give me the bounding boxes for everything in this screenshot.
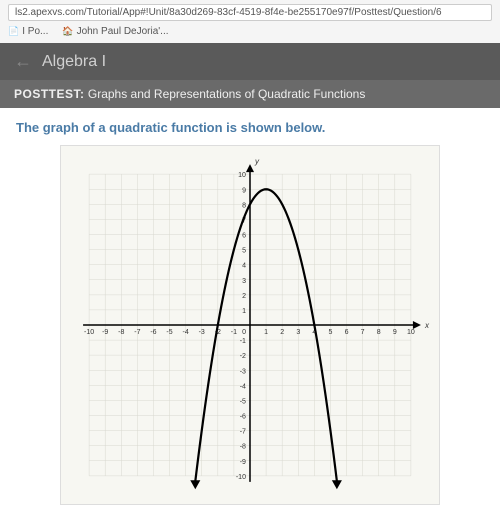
svg-text:-8: -8 <box>118 329 124 336</box>
svg-text:x: x <box>424 321 430 330</box>
svg-text:3: 3 <box>242 278 246 285</box>
svg-text:-9: -9 <box>102 329 108 336</box>
svg-text:3: 3 <box>296 329 300 336</box>
svg-text:9: 9 <box>393 329 397 336</box>
browser-chrome: ls2.apexvs.com/Tutorial/App#!Unit/8a30d2… <box>0 0 500 43</box>
svg-text:-3: -3 <box>199 329 205 336</box>
svg-text:-6: -6 <box>240 414 246 421</box>
svg-text:10: 10 <box>238 172 246 179</box>
bookmark-label: John Paul DeJoria'... <box>77 26 169 37</box>
bookmark-item[interactable]: 📄 I Po... <box>8 26 48 37</box>
svg-text:5: 5 <box>242 248 246 255</box>
back-arrow-icon[interactable]: ← <box>14 51 32 72</box>
posttest-label: POSTTEST: <box>14 87 85 101</box>
question-area: The graph of a quadratic function is sho… <box>0 108 500 517</box>
question-text: The graph of a quadratic function is sho… <box>16 120 484 135</box>
svg-text:6: 6 <box>345 329 349 336</box>
svg-text:10: 10 <box>407 329 415 336</box>
svg-text:4: 4 <box>242 263 246 270</box>
url-bar[interactable]: ls2.apexvs.com/Tutorial/App#!Unit/8a30d2… <box>8 4 492 21</box>
bookmark-label: I Po... <box>22 26 48 37</box>
svg-text:-9: -9 <box>240 459 246 466</box>
svg-text:-3: -3 <box>240 368 246 375</box>
svg-text:5: 5 <box>328 329 332 336</box>
svg-text:-4: -4 <box>240 383 246 390</box>
posttest-bar: POSTTEST: Graphs and Representations of … <box>0 80 500 108</box>
svg-text:-1: -1 <box>231 329 237 336</box>
svg-text:2: 2 <box>280 329 284 336</box>
svg-text:8: 8 <box>242 202 246 209</box>
breadcrumb-bar: ← Algebra I <box>0 43 500 80</box>
svg-text:2: 2 <box>242 293 246 300</box>
course-title: Algebra I <box>42 53 106 71</box>
graph-container: -10-9-8-7-6-5-4-3-2-112345678910-10-9-8-… <box>60 145 440 505</box>
svg-text:-10: -10 <box>236 474 246 481</box>
svg-text:-7: -7 <box>134 329 140 336</box>
svg-text:-4: -4 <box>183 329 189 336</box>
svg-text:1: 1 <box>242 308 246 315</box>
svg-text:7: 7 <box>361 329 365 336</box>
svg-text:-7: -7 <box>240 429 246 436</box>
svg-text:-1: -1 <box>240 338 246 345</box>
svg-text:-5: -5 <box>166 329 172 336</box>
svg-text:-6: -6 <box>150 329 156 336</box>
svg-text:-8: -8 <box>240 444 246 451</box>
posttest-title: Graphs and Representations of Quadratic … <box>88 87 366 101</box>
svg-text:y: y <box>254 157 260 166</box>
svg-text:9: 9 <box>242 187 246 194</box>
svg-text:1: 1 <box>264 329 268 336</box>
svg-text:8: 8 <box>377 329 381 336</box>
content-area: ← Algebra I POSTTEST: Graphs and Represe… <box>0 43 500 517</box>
svg-text:-2: -2 <box>240 353 246 360</box>
svg-text:-10: -10 <box>84 329 94 336</box>
bookmark-item[interactable]: 🏠 John Paul DeJoria'... <box>62 26 168 37</box>
bookmarks-bar: 📄 I Po... 🏠 John Paul DeJoria'... <box>8 24 492 39</box>
quadratic-graph: -10-9-8-7-6-5-4-3-2-112345678910-10-9-8-… <box>69 154 431 496</box>
svg-text:6: 6 <box>242 233 246 240</box>
svg-text:0: 0 <box>242 329 246 336</box>
svg-text:-5: -5 <box>240 398 246 405</box>
bookmark-icon: 📄 <box>8 26 19 37</box>
bookmark-icon: 🏠 <box>62 26 73 37</box>
